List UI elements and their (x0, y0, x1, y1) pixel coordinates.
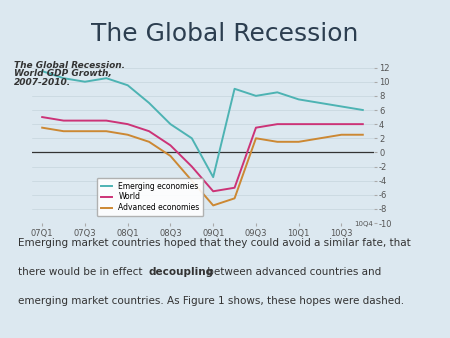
Text: The Global Recession.: The Global Recession. (14, 61, 125, 70)
Text: emerging market countries. As Figure 1 shows, these hopes were dashed.: emerging market countries. As Figure 1 s… (18, 296, 404, 306)
Text: decoupling: decoupling (148, 267, 213, 277)
Legend: Emerging economies, World, Advanced economies: Emerging economies, World, Advanced econ… (97, 178, 203, 216)
Text: World GDP Growth,: World GDP Growth, (14, 69, 111, 78)
Text: 10Q4: 10Q4 (354, 221, 373, 227)
Text: The Global Recession: The Global Recession (91, 22, 359, 46)
Text: between advanced countries and: between advanced countries and (204, 267, 382, 277)
Text: Emerging market countries hoped that they could avoid a similar fate, that: Emerging market countries hoped that the… (18, 238, 411, 248)
Text: 2007-2010.: 2007-2010. (14, 78, 71, 87)
Text: there would be in effect: there would be in effect (18, 267, 146, 277)
